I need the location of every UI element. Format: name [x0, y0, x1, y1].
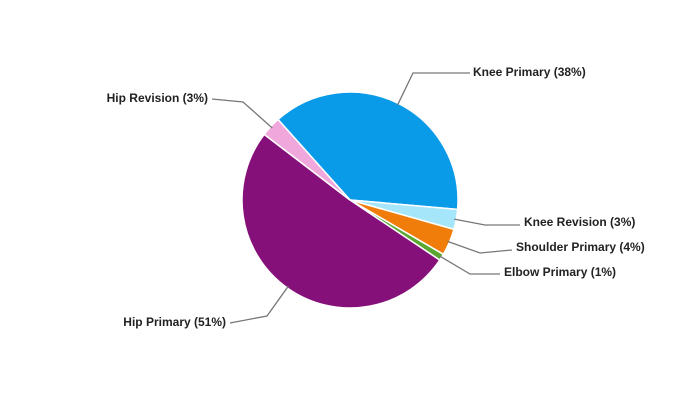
slice-label: Hip Revision (3%) — [107, 91, 208, 105]
leader-line — [447, 240, 513, 254]
slice-label: Knee Revision (3%) — [524, 215, 635, 229]
slice-label: Shoulder Primary (4%) — [516, 240, 645, 254]
slice-label: Knee Primary (38%) — [473, 65, 586, 79]
leader-line — [396, 72, 470, 106]
slice-label: Hip Primary (51%) — [123, 315, 226, 329]
slice-label: Elbow Primary (1%) — [504, 265, 616, 279]
leader-line — [211, 98, 273, 129]
leader-line — [439, 255, 500, 275]
leader-line — [454, 218, 520, 226]
leader-line — [229, 285, 289, 324]
